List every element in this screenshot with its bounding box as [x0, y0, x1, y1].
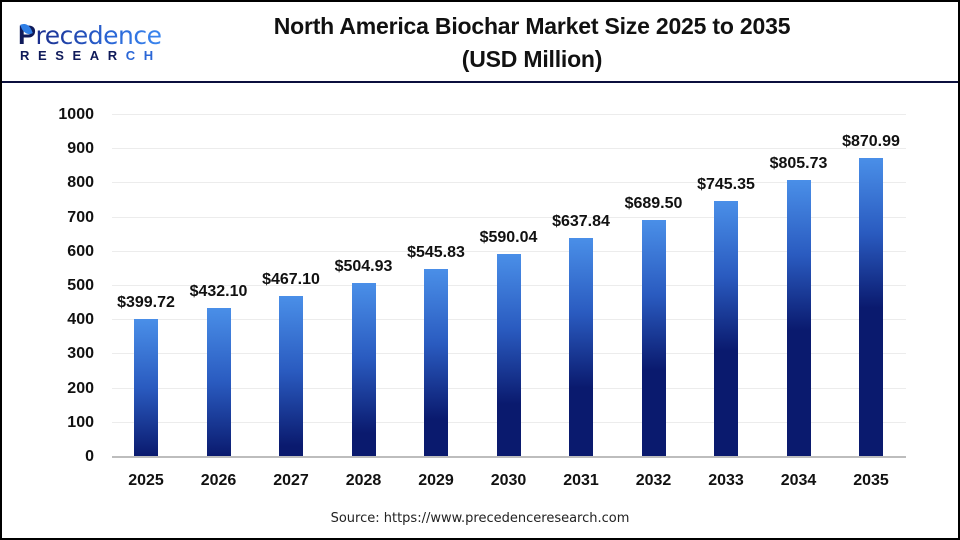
- x-axis-tick-label: 2035: [853, 472, 889, 489]
- bar-2030: [496, 254, 521, 456]
- y-axis-tick-label: 100: [67, 413, 94, 431]
- bar-value-label: $504.93: [334, 258, 393, 276]
- x-axis-tick-label: 2030: [490, 472, 527, 489]
- y-axis-tick-label: 400: [67, 311, 94, 329]
- bar-value-label: $467.10: [262, 271, 320, 289]
- gridline: [112, 251, 906, 252]
- y-axis-tick-label: 900: [67, 140, 94, 158]
- precedence-research-logo: Precedence RESEARCH: [18, 20, 168, 68]
- bar-2029: [424, 269, 448, 456]
- x-axis-tick-label: 2027: [273, 472, 309, 489]
- bar-value-label: $399.72: [117, 294, 175, 312]
- bar-2026: [206, 308, 231, 456]
- bar-value-label: $689.50: [624, 195, 683, 213]
- y-axis-tick-label: 800: [67, 174, 94, 192]
- bar-value-label: $805.73: [769, 155, 828, 173]
- gridline: [112, 217, 906, 218]
- bar-value-label: $590.04: [479, 229, 538, 247]
- logo-tagline: RESEARCH: [20, 48, 162, 63]
- y-axis-tick-label: 700: [67, 208, 94, 226]
- source-note: Source: https://www.precedenceresearch.c…: [330, 511, 630, 526]
- gridline: [112, 114, 906, 115]
- gridline: [112, 148, 906, 149]
- y-axis-tick-label: 600: [67, 242, 94, 260]
- x-axis-tick-label: 2028: [345, 472, 382, 489]
- y-axis-tick-label: 0: [85, 448, 94, 465]
- chart-title: North America Biochar Market Size 2025 t…: [202, 10, 862, 76]
- bar-2025: [134, 319, 158, 456]
- bar-value-label: $745.35: [697, 176, 755, 194]
- y-axis-tick-label: 500: [67, 277, 94, 294]
- bar-2032: [641, 220, 666, 456]
- bar-2035: [859, 158, 883, 456]
- x-axis-tick-label: 2025: [128, 472, 164, 489]
- chart-title-line2: (USD Million): [461, 46, 603, 72]
- logo-leaf-icon: P: [18, 20, 36, 50]
- x-axis-tick-label: 2033: [708, 472, 744, 489]
- bar-value-label: $870.99: [842, 133, 900, 151]
- bar-value-label: $432.10: [189, 283, 248, 301]
- bar-2034: [786, 180, 811, 456]
- bar-2027: [279, 296, 303, 456]
- chart-title-line1: North America Biochar Market Size 2025 t…: [273, 13, 791, 39]
- x-axis-tick-label: 2026: [200, 472, 237, 489]
- bar-2033: [714, 201, 738, 456]
- x-axis-tick-label: 2034: [780, 472, 817, 489]
- y-axis-tick-label: 200: [67, 379, 94, 397]
- x-axis-tick-label: 2032: [635, 472, 672, 489]
- bar-2028: [351, 283, 376, 456]
- logo-wordmark-rest: recedence: [35, 21, 162, 50]
- y-axis-tick-label: 1000: [58, 106, 94, 123]
- header: Precedence RESEARCH North America Biocha…: [2, 2, 958, 83]
- logo-wordmark: Precedence: [18, 20, 162, 51]
- bar-value-label: $637.84: [552, 212, 610, 230]
- x-axis-tick-label: 2029: [418, 472, 454, 489]
- bar-2031: [569, 237, 593, 456]
- x-axis-line: [112, 456, 906, 458]
- x-axis-tick-label: 2031: [563, 472, 599, 489]
- y-axis-tick-label: 300: [67, 345, 94, 363]
- bar-value-label: $545.83: [407, 244, 465, 262]
- gridline: [112, 182, 906, 183]
